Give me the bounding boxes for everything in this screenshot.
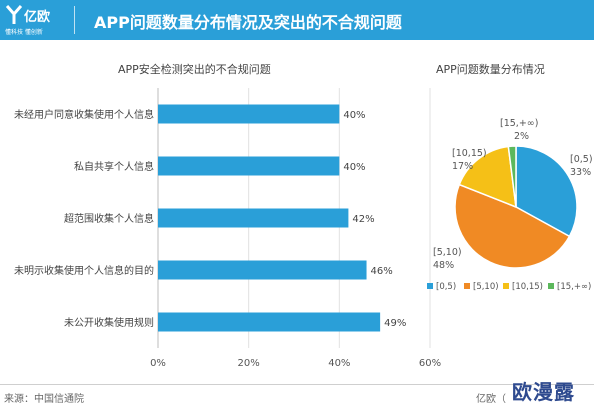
logo-name: 亿欧 xyxy=(24,10,51,25)
bar-category-label: 未明示收集使用个人信息的目的 xyxy=(14,264,154,277)
pie-value-label: 33% xyxy=(570,167,591,178)
pie-category-label: [15,+∞) xyxy=(500,118,538,129)
bar-category-label: 超范围收集个人信息 xyxy=(64,212,154,225)
footer-brand: 亿欧（ xyxy=(476,394,506,405)
legend-label: [0,5) xyxy=(436,282,456,292)
bar xyxy=(158,156,340,176)
pie-value-label: 2% xyxy=(514,131,529,142)
bar-chart-title: APP安全检测突出的不合规问题 xyxy=(118,63,271,76)
legend-label: [15,+∞) xyxy=(557,282,591,292)
page-title: APP问题数量分布情况及突出的不合规问题 xyxy=(94,13,402,32)
x-tick-label: 40% xyxy=(328,358,350,369)
bar xyxy=(158,104,340,124)
pie-category-label: [0,5) xyxy=(570,154,593,165)
pie-chart-title: APP问题数量分布情况 xyxy=(436,63,545,76)
bar-value-label: 46% xyxy=(371,266,393,277)
legend-swatch xyxy=(548,283,554,289)
footer-divider xyxy=(0,384,594,385)
bar-value-label: 42% xyxy=(352,214,374,225)
x-tick-label: 20% xyxy=(238,358,260,369)
pie-slice xyxy=(515,145,578,238)
bar-value-label: 40% xyxy=(343,110,365,121)
pie-category-label: [5,10) xyxy=(433,247,462,258)
pie-slice xyxy=(507,145,517,208)
x-tick-label: 0% xyxy=(150,358,166,369)
pie-slice xyxy=(454,183,571,269)
bar xyxy=(158,260,367,280)
header-divider xyxy=(74,6,75,34)
bar-value-label: 49% xyxy=(384,318,406,329)
bar-category-label: 未经用户同意收集使用个人信息 xyxy=(14,108,154,121)
source-note: 来源：中国信通院 xyxy=(4,394,84,405)
watermark: 欧漫露 xyxy=(512,380,575,404)
legend-label: [10,15) xyxy=(512,282,543,292)
pie-value-label: 17% xyxy=(452,161,473,172)
legend-label: [5,10) xyxy=(473,282,499,292)
legend-swatch xyxy=(464,283,470,289)
logo-subtitle: 懂科技 懂创新 xyxy=(5,29,43,36)
logo-mark-icon xyxy=(6,5,22,24)
chart-canvas: 未经用户同意收集使用个人信息 40% 私自共享个人信息 40% 超范围收集个人信息 42%… xyxy=(14,88,593,369)
bar xyxy=(158,208,349,228)
pie-category-label: [10,15) xyxy=(452,148,487,159)
x-tick-label: 60% xyxy=(419,358,441,369)
pie-value-label: 48% xyxy=(433,260,454,271)
bar-value-label: 40% xyxy=(343,162,365,173)
legend-swatch xyxy=(503,283,509,289)
legend-swatch xyxy=(427,283,433,289)
bar xyxy=(158,312,381,332)
header-bar: 亿欧 懂科技 懂创新 APP问题数量分布情况及突出的不合规问题 xyxy=(0,0,594,40)
bar-category-label: 私自共享个人信息 xyxy=(74,160,154,173)
pie-slice xyxy=(458,145,517,209)
bar-category-label: 未公开收集使用规则 xyxy=(64,316,154,329)
logo: 亿欧 懂科技 懂创新 xyxy=(4,3,66,37)
